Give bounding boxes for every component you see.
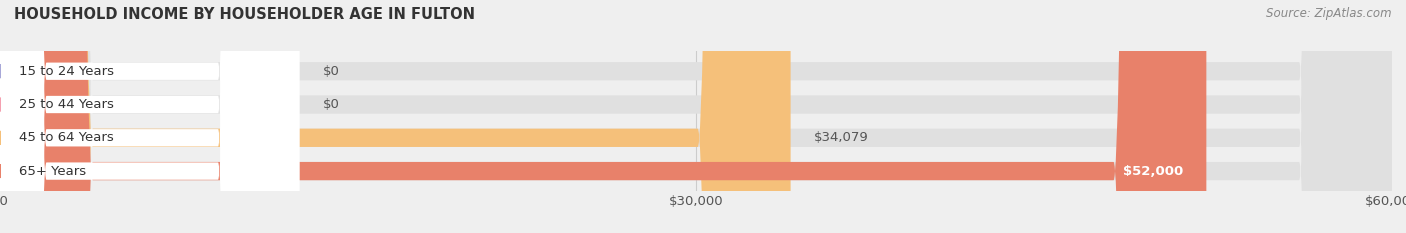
- FancyBboxPatch shape: [0, 0, 299, 233]
- FancyBboxPatch shape: [0, 0, 299, 233]
- Text: 45 to 64 Years: 45 to 64 Years: [18, 131, 114, 144]
- Text: 15 to 24 Years: 15 to 24 Years: [18, 65, 114, 78]
- FancyBboxPatch shape: [0, 0, 1206, 233]
- Text: Source: ZipAtlas.com: Source: ZipAtlas.com: [1267, 7, 1392, 20]
- Text: HOUSEHOLD INCOME BY HOUSEHOLDER AGE IN FULTON: HOUSEHOLD INCOME BY HOUSEHOLDER AGE IN F…: [14, 7, 475, 22]
- FancyBboxPatch shape: [0, 0, 790, 233]
- Text: 25 to 44 Years: 25 to 44 Years: [18, 98, 114, 111]
- Text: $34,079: $34,079: [814, 131, 869, 144]
- Text: 65+ Years: 65+ Years: [18, 164, 86, 178]
- FancyBboxPatch shape: [0, 0, 299, 233]
- Text: $52,000: $52,000: [1123, 164, 1184, 178]
- FancyBboxPatch shape: [0, 0, 299, 233]
- Text: $0: $0: [322, 98, 339, 111]
- Text: $0: $0: [322, 65, 339, 78]
